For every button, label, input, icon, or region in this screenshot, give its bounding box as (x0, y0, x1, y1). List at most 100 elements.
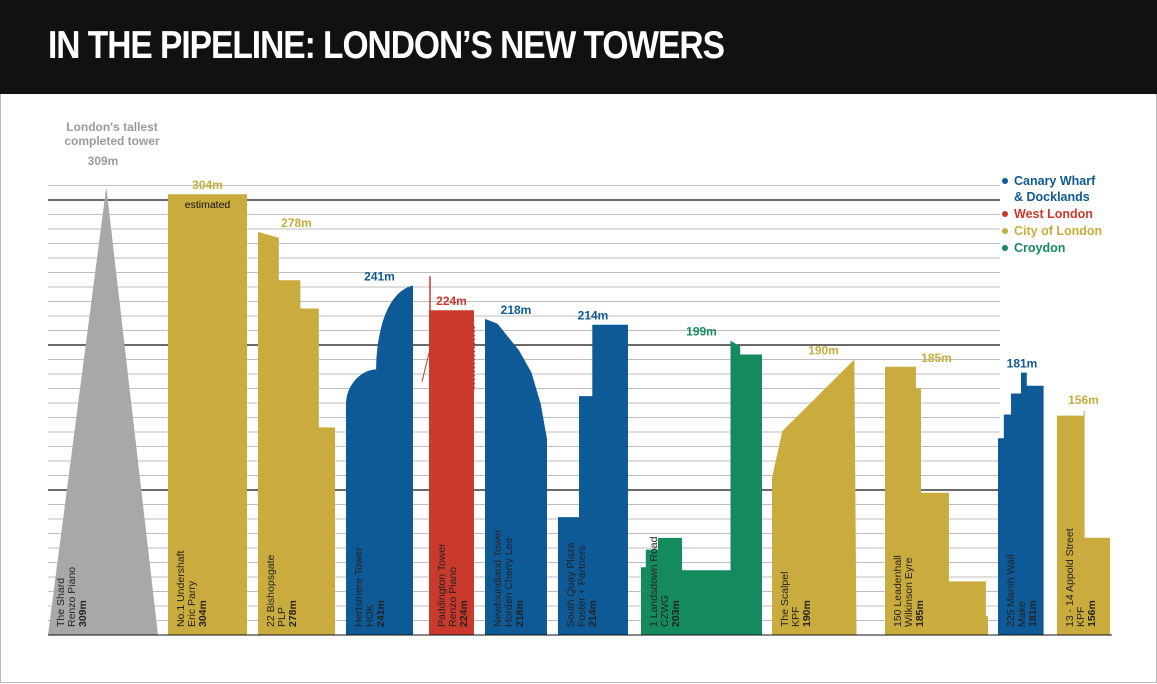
tower-height-label: 181m (1027, 600, 1039, 627)
tower-label: 1 Landsdown RoadCZWG203m (648, 536, 682, 627)
tower-name: 150 Leadenhall (892, 555, 904, 627)
tower-architect: KPF (790, 607, 802, 627)
tower-architect: CZWG (659, 595, 671, 627)
tower-name: Newfoundland Tower (492, 529, 504, 627)
tower-label: No.1 UndershaftEric Parry304m (175, 550, 209, 627)
tower-height-label: 190m (801, 600, 813, 627)
tower-top-value: 224m (436, 294, 467, 308)
tower-top-value: 181m (1007, 357, 1038, 371)
tower-shape (48, 186, 158, 635)
tower-height-label: 218m (514, 600, 526, 627)
tower-height-label: 156m (1086, 600, 1098, 627)
tower-height-label: 241m (375, 600, 387, 627)
tower-shape (885, 366, 988, 635)
legend-item-croydon: Croydon (1002, 241, 1065, 255)
legend: Canary Wharf & Docklands West London City o… (1002, 174, 1102, 255)
tower-label: Paddington TowerRenzo Piano224m (436, 543, 470, 627)
tower-top-value: 199m (686, 325, 717, 339)
legend-item-city-of-london: City of London (1002, 224, 1102, 238)
tower-south-quay-plaza: South Quay PlazaFoster + Partners214m214… (558, 309, 628, 635)
tower-name: Hertsmere Tower (353, 547, 365, 627)
tower-label: 22 BishopsgatePLP278m (265, 554, 299, 627)
tower-top-value: 185m (921, 351, 952, 365)
tower-top-value: 156m (1068, 393, 1099, 407)
tower-height-label: 203m (670, 600, 682, 627)
legend-dot (1002, 228, 1008, 234)
tower-shape (558, 324, 628, 635)
tower-architect: Wilkinson Eyre (903, 557, 915, 627)
tower-name: 13 - 14 Appold Street (1064, 528, 1076, 627)
legend-dot (1002, 178, 1008, 184)
tower-top-value: 304m (192, 178, 223, 192)
tower-name: 22 Bishopsgate (265, 554, 277, 627)
tower-label: South Quay PlazaFoster + Partners214m (565, 542, 599, 627)
tower-height-label: 278m (287, 600, 299, 627)
tower-1-landsdown-road: 1 Landsdown RoadCZWG203m 199m (641, 325, 762, 635)
tower-shape (168, 194, 247, 635)
tower-architect: Horden Cherry Lee (503, 538, 515, 627)
tower-name: 1 Landsdown Road (648, 536, 660, 627)
tower-shape (772, 359, 857, 635)
tower-label: Hertsmere TowerHOK241m (353, 547, 387, 627)
tower-name: The Scalpel (779, 572, 791, 627)
tower-architect: Make (1016, 601, 1028, 627)
tower-label: The ScalpelKPF190m (779, 572, 813, 627)
page-title: IN THE PIPELINE: LONDON’S NEW TOWERS (48, 24, 725, 67)
tower-name: South Quay Plaza (565, 542, 577, 627)
tower-height-label: 185m (914, 600, 926, 627)
legend-label: City of London (1014, 224, 1102, 238)
tower-label: Newfoundland TowerHorden Cherry Lee218m (492, 529, 526, 627)
crane-jib (421, 349, 431, 382)
tower-top-value: 309m (88, 154, 119, 168)
tower-shape (429, 310, 474, 635)
tower-architect: Renzo Piano (447, 567, 459, 627)
tower-label: 13 - 14 Appold StreetKPF156m (1064, 528, 1098, 627)
tower-architect: KPF (1075, 607, 1087, 627)
tallest-note-line1: London's tallest (66, 120, 158, 134)
legend-label: Canary Wharf (1014, 174, 1096, 188)
legend-label: West London (1014, 207, 1093, 221)
tower-top-value: 241m (364, 270, 395, 284)
tower-architect: PLP (276, 607, 288, 627)
tower-top-value: 278m (281, 216, 312, 230)
header-bar: IN THE PIPELINE: LONDON’S NEW TOWERS (0, 0, 1157, 94)
tower-architect: HOK (364, 604, 376, 627)
tower-name: 225 Marsh Wall (1005, 554, 1017, 627)
legend-dot (1002, 211, 1008, 217)
tower-height-label: 214m (587, 600, 599, 627)
tower-label: 150 LeadenhallWilkinson Eyre185m (892, 555, 926, 627)
tower-shape (1057, 408, 1110, 635)
tower-shape (485, 318, 547, 635)
tower-shape (346, 285, 413, 635)
legend-label-line2: & Docklands (1014, 190, 1090, 204)
tower-name: Paddington Tower (436, 543, 448, 627)
tower-name: The Shard (55, 578, 67, 627)
legend-item-west-london: West London (1002, 207, 1093, 221)
tower-architect: Foster + Partners (576, 546, 588, 627)
tower-name: No.1 Undershaft (175, 550, 187, 627)
tower-architect: Eric Parry (186, 580, 198, 627)
tallest-note-line2: completed tower (64, 134, 160, 148)
tower-shape (258, 231, 335, 635)
tower-top-value: 218m (501, 303, 532, 317)
tower-architect: Renzo Piano (66, 567, 78, 627)
tower-top-value: 190m (808, 344, 839, 358)
tower-height-label: 224m (458, 600, 470, 627)
tower-shape (641, 340, 762, 635)
tower-newfoundland-tower: Newfoundland TowerHorden Cherry Lee218m2… (485, 303, 547, 635)
estimated-note: estimated (185, 199, 231, 211)
legend-label: Croydon (1014, 241, 1065, 255)
legend-item-canary-wharf: Canary Wharf & Docklands (1002, 174, 1096, 204)
tower-label: 225 Marsh WallMake181m (1005, 554, 1039, 627)
tower-height-label: 309m (77, 600, 89, 627)
